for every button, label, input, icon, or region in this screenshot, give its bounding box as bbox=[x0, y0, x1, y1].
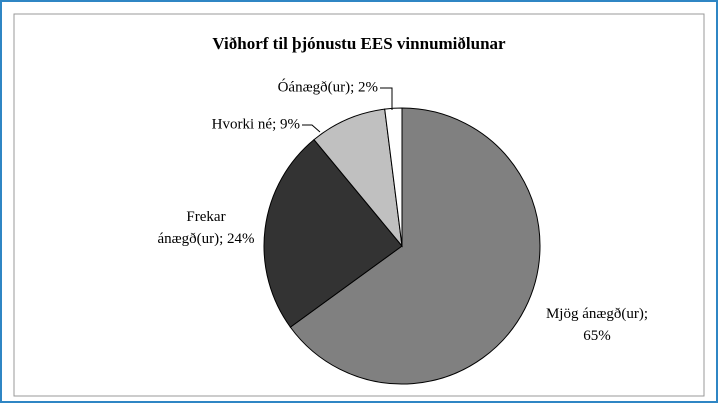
chart-title: Viðhorf til þjónustu EES vinnumiðlunar bbox=[212, 34, 506, 53]
pie-slice bbox=[289, 107, 541, 385]
data-label: Óánægð(ur); 2% bbox=[278, 78, 378, 95]
leader-line bbox=[302, 124, 321, 133]
data-label: Frekar ánægð(ur); 24% bbox=[157, 209, 254, 247]
data-label: Mjög ánægð(ur); 65% bbox=[546, 306, 648, 344]
leader-line bbox=[380, 87, 393, 110]
pie-slice bbox=[384, 107, 403, 247]
pie-slice bbox=[263, 138, 403, 328]
data-label: Hvorki né; 9% bbox=[212, 116, 300, 132]
